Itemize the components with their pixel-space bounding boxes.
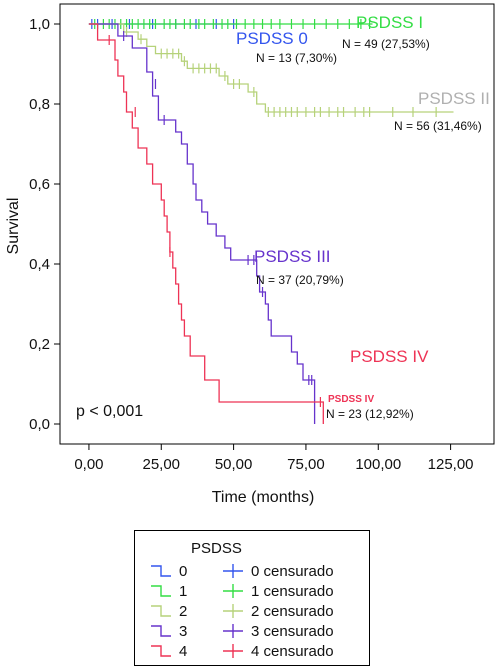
legend-item: 4 censurado <box>221 641 334 661</box>
step-icon <box>151 625 171 637</box>
legend-label: 1 censurado <box>251 582 334 600</box>
cross-icon <box>223 644 243 658</box>
legend-title: PSDSS <box>191 540 242 557</box>
x-axis-label: Time (months) <box>212 489 315 506</box>
x-tick-label: 75,00 <box>287 456 325 473</box>
y-tick-label: 0,0 <box>29 416 50 433</box>
x-tick-label: 25,00 <box>142 456 180 473</box>
annotation-text: PSDSS IV <box>328 394 374 405</box>
plot-frame <box>59 3 495 445</box>
p-value: p < 0,001 <box>76 403 143 420</box>
legend-item: 3 <box>149 621 187 641</box>
legend-label: 1 <box>179 582 188 600</box>
y-tick-label: 1,0 <box>29 16 50 33</box>
cross-icon <box>223 624 243 638</box>
legend-label: 0 <box>179 562 188 580</box>
annotation-text: N = 23 (12,92%) <box>326 407 414 421</box>
cross-icon <box>223 584 243 598</box>
cross-icon <box>223 604 243 618</box>
annotation-text: N = 37 (20,79%) <box>256 273 344 287</box>
legend: PSDSS 0 1 2 3 4 0 censurado 1 censurado 2 censu… <box>134 530 370 666</box>
legend-item: 4 <box>149 641 187 661</box>
step-icon <box>151 565 171 577</box>
x-tick-label: 0,00 <box>74 456 103 473</box>
annotation-text: N = 13 (7,30%) <box>256 51 337 65</box>
legend-label: 3 censurado <box>251 622 334 640</box>
legend-item: 2 <box>149 601 187 621</box>
y-tick-label: 0,4 <box>29 256 50 273</box>
survival-line-2 <box>88 23 454 113</box>
survival-chart: 0,00 25,00 50,00 75,00 100,00 125,00 0,0 0,2 0,4… <box>5 3 495 506</box>
y-tick-label: 0,6 <box>29 176 50 193</box>
legend-label: 0 censurado <box>251 562 334 580</box>
legend-item: 1 <box>149 581 187 601</box>
y-tick-label: 0,8 <box>29 96 50 113</box>
annotation-text: PSDSS IV <box>350 347 429 366</box>
x-tick-label: 100,00 <box>355 456 401 473</box>
annotation-text: PSDSS I <box>356 13 423 32</box>
legend-label: 2 <box>179 602 188 620</box>
legend-item: 3 censurado <box>221 621 334 641</box>
legend-item: 0 censurado <box>221 561 334 581</box>
cross-icon <box>223 564 243 578</box>
annotation-text: N = 56 (31,46%) <box>394 119 482 133</box>
survival-line-4 <box>88 23 324 424</box>
x-tick-label: 50,00 <box>215 456 253 473</box>
y-tick-label: 0,2 <box>29 336 50 353</box>
legend-item: 1 censurado <box>221 581 334 601</box>
annotation-text: PSDSS II <box>418 89 490 108</box>
annotation-text: N = 49 (27,53%) <box>342 37 430 51</box>
annotation-text: PSDSS III <box>254 247 331 266</box>
legend-label: 2 censurado <box>251 602 334 620</box>
legend-label: 3 <box>179 622 188 640</box>
y-axis-label: Survival <box>5 198 22 255</box>
annotation-text: PSDSS 0 <box>236 29 308 48</box>
survival-line-3 <box>88 23 316 424</box>
legend-label: 4 censurado <box>251 642 334 660</box>
step-icon <box>151 645 171 657</box>
legend-item: 0 <box>149 561 187 581</box>
step-icon <box>151 605 171 617</box>
step-icon <box>151 585 171 597</box>
x-tick-label: 125,00 <box>428 456 474 473</box>
legend-label: 4 <box>179 642 188 660</box>
legend-item: 2 censurado <box>221 601 334 621</box>
